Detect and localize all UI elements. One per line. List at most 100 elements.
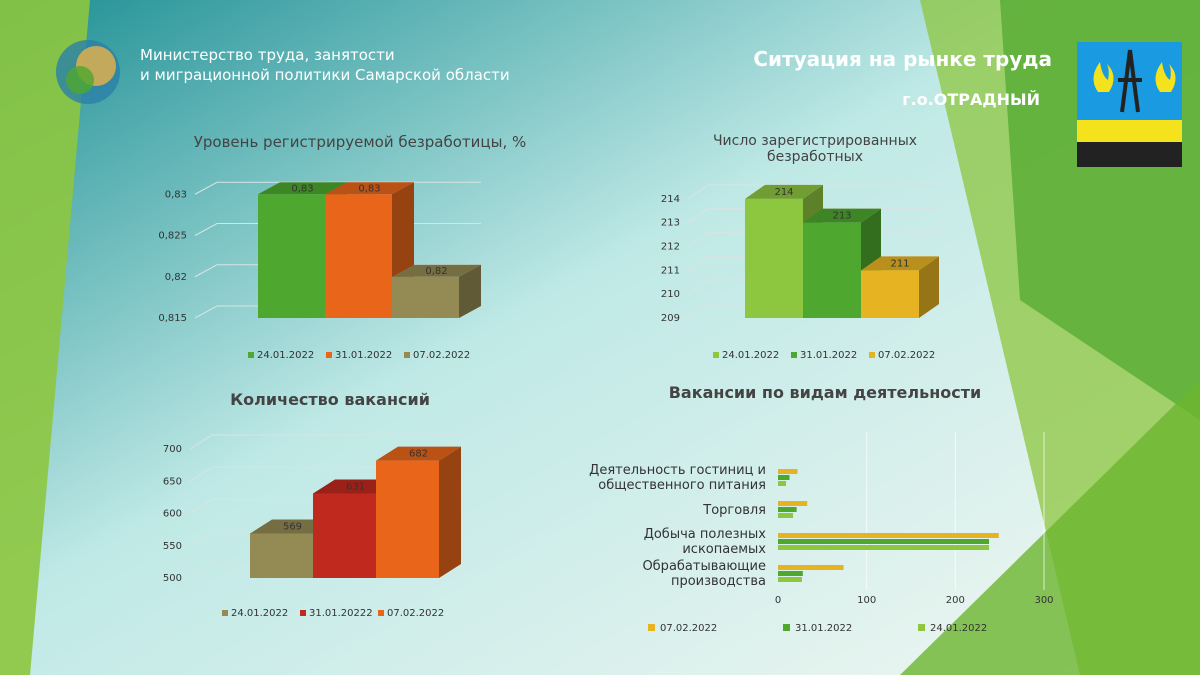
bar-top (325, 182, 414, 195)
data-label: 631 (346, 482, 365, 493)
legend-swatch (869, 352, 875, 358)
bar (778, 481, 786, 486)
bar (392, 276, 459, 318)
chart-title: Количество вакансий (230, 390, 430, 409)
deco (0, 0, 90, 675)
bar (778, 565, 844, 570)
legend-label: 31.01.2022 (800, 350, 857, 361)
bar-side (919, 256, 939, 318)
bar-top (392, 264, 481, 277)
y-tick-label: 0,825 (158, 231, 187, 242)
legend-label: 31.01.2022 (795, 623, 852, 634)
chart-title: Вакансии по видам деятельности (668, 383, 982, 402)
bar (778, 507, 797, 512)
category-label: Деятельность гостиниц и общественного пи… (589, 463, 766, 493)
bar-top (745, 184, 823, 199)
legend-swatch (378, 610, 384, 616)
bar (325, 194, 392, 318)
legend-label: 24.01.2022 (722, 350, 779, 361)
slide-title: Ситуация на рынке труда (753, 47, 1052, 71)
bar (778, 571, 803, 576)
grid-line (687, 184, 939, 200)
bar-top (861, 256, 939, 271)
y-tick-label: 214 (661, 194, 680, 205)
y-tick-label: 209 (661, 313, 680, 324)
legend-swatch (326, 352, 332, 358)
bar (376, 460, 439, 578)
legend-swatch (248, 352, 254, 358)
bar (745, 198, 803, 318)
bar (778, 501, 808, 506)
y-tick-label: 211 (661, 265, 680, 276)
legend-swatch (918, 624, 925, 631)
legend-label: 07.02.2022 (660, 623, 717, 634)
deco (900, 380, 1200, 675)
legend-label: 24.01.2022 (257, 350, 314, 361)
legend-swatch (783, 624, 790, 631)
y-tick-label: 650 (163, 476, 182, 487)
y-tick-label: 500 (163, 573, 182, 584)
legend-label: 07.02.2022 (413, 350, 470, 361)
x-tick-label: 0 (775, 595, 781, 606)
legend-swatch (300, 610, 306, 616)
bar (778, 513, 794, 518)
bar-top (803, 208, 881, 223)
data-label: 214 (774, 187, 793, 198)
ministry: Министерство труда, занятости и миграцион… (140, 45, 510, 85)
bar (778, 469, 798, 474)
y-tick-label: 700 (163, 444, 182, 455)
bar-side (459, 264, 481, 318)
bar (803, 222, 861, 318)
city: г.о.ОТРАДНЫЙ (902, 90, 1040, 109)
bar (313, 493, 376, 578)
y-tick-label: 600 (163, 509, 182, 520)
data-label: 213 (832, 211, 851, 222)
ministry-line: и миграционной политики Самарской област… (140, 66, 510, 84)
y-tick-label: 0,815 (158, 313, 187, 324)
legend-swatch (404, 352, 410, 358)
legend-label: 24.01.2022 (231, 608, 288, 619)
legend-swatch (222, 610, 228, 616)
bar (778, 577, 802, 582)
y-tick-label: 212 (661, 242, 680, 253)
data-label: 0,83 (291, 183, 313, 194)
y-tick-label: 213 (661, 218, 680, 229)
bar (861, 270, 919, 318)
grid-line (189, 434, 461, 450)
bar (258, 194, 325, 318)
y-tick-label: 0,82 (165, 272, 187, 283)
chart-title: Число зарегистрированных безработных (712, 133, 918, 165)
legend-swatch (791, 352, 797, 358)
x-tick-label: 100 (857, 595, 876, 606)
legend-label: 31.01.20222 (309, 608, 373, 619)
logo (56, 40, 120, 104)
data-label: 569 (283, 521, 302, 532)
y-tick-label: 550 (163, 541, 182, 552)
coat-of-arms (1077, 42, 1182, 167)
data-label: 211 (890, 258, 909, 269)
bar (250, 533, 313, 578)
data-label: 0,82 (425, 266, 447, 277)
category-label: Обрабатывающие производства (642, 559, 766, 589)
chart-title: Уровень регистрируемой безработицы, % (193, 133, 527, 151)
bar-top (376, 446, 461, 461)
bar (778, 545, 990, 550)
legend-label: 24.01.2022 (930, 623, 987, 634)
legend-swatch (648, 624, 655, 631)
x-tick-label: 200 (946, 595, 965, 606)
category-label: Торговля (703, 502, 766, 518)
bar (778, 539, 990, 544)
legend-label: 07.02.2022 (387, 608, 444, 619)
y-tick-label: 210 (661, 289, 680, 300)
x-tick-label: 300 (1034, 595, 1053, 606)
ministry-line: Министерство труда, занятости (140, 46, 395, 64)
bar (778, 533, 999, 538)
legend-label: 31.01.2022 (335, 350, 392, 361)
bar (778, 475, 790, 480)
y-tick-label: 0,83 (165, 189, 187, 200)
category-label: Добыча полезных ископаемых (643, 527, 766, 557)
legend-label: 07.02.2022 (878, 350, 935, 361)
legend-swatch (713, 352, 719, 358)
